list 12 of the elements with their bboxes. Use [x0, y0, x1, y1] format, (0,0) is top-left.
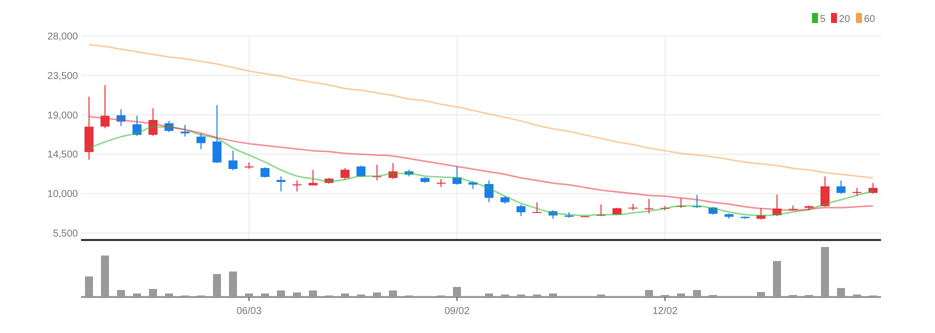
legend-label: 60	[864, 14, 876, 25]
y-tick-label: 23,500	[47, 70, 78, 82]
y-tick-label: 28,000	[47, 32, 78, 42]
y-tick-label: 5,500	[52, 228, 78, 240]
y-tick-label: 10,000	[47, 189, 78, 200]
legend-label: 5	[820, 14, 826, 25]
legend-label: 20	[839, 14, 851, 25]
y-tick-label: 19,000	[47, 110, 78, 122]
x-tick-label: 12/02	[652, 306, 678, 317]
x-tick-label: 06/03	[236, 306, 262, 317]
x-tick-label: 09/02	[444, 306, 470, 317]
y-tick-label: 14,500	[47, 150, 78, 161]
